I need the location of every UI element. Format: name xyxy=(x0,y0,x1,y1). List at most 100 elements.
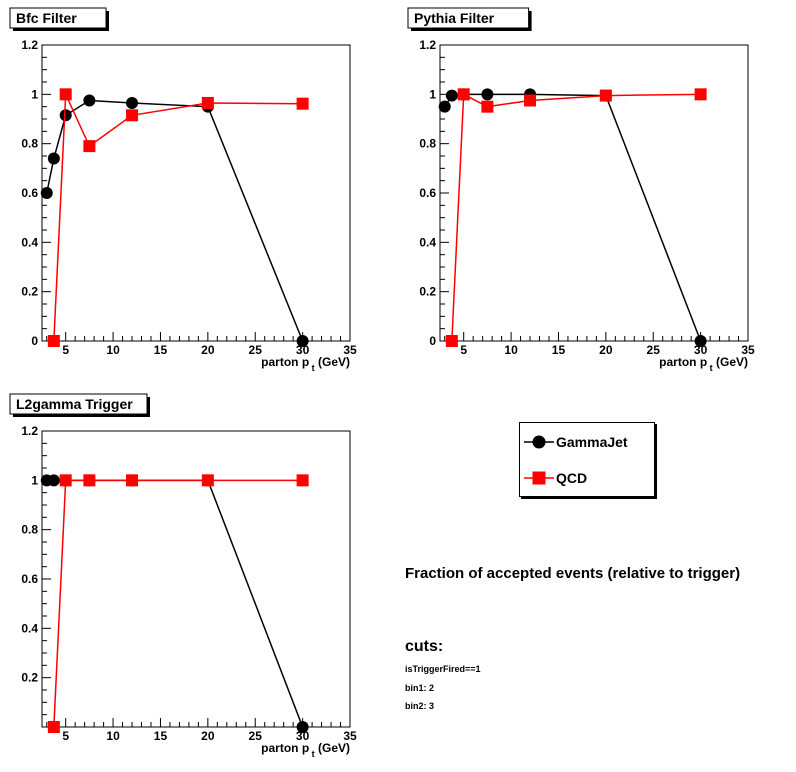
data-point-qcd xyxy=(59,474,72,487)
x-tick-label: 20 xyxy=(599,343,613,357)
data-point-qcd xyxy=(457,88,470,101)
y-tick-label: 1 xyxy=(31,473,38,487)
data-point-gammajet xyxy=(126,96,139,109)
data-point-gammajet xyxy=(694,335,707,347)
y-tick-label: 1.2 xyxy=(21,424,38,438)
y-tick-label: 0 xyxy=(31,334,38,348)
x-axis-title: parton p t (GeV) xyxy=(261,741,350,759)
cut-line: bin2: 3 xyxy=(405,701,435,711)
data-point-qcd xyxy=(694,88,707,101)
data-point-gammajet xyxy=(40,187,53,199)
x-tick-label: 5 xyxy=(62,343,69,357)
x-tick-label: 30 xyxy=(296,729,310,743)
y-tick-label: 0.8 xyxy=(419,137,436,151)
data-point-qcd xyxy=(481,100,494,113)
y-tick-label: 0.2 xyxy=(419,285,436,299)
x-tick-label: 15 xyxy=(154,343,168,357)
y-tick-label: 1.2 xyxy=(419,38,436,52)
data-point-gammajet xyxy=(438,100,451,113)
data-point-qcd xyxy=(201,96,214,109)
y-tick-label: 0.4 xyxy=(21,621,38,635)
data-point-qcd xyxy=(47,721,60,733)
caption: Fraction of accepted events (relative to… xyxy=(405,565,741,582)
chart-title: Bfc Filter xyxy=(16,10,77,26)
x-tick-label: 35 xyxy=(741,343,755,357)
y-tick-label: 0.6 xyxy=(21,186,38,200)
x-tick-label: 20 xyxy=(201,343,215,357)
y-tick-label: 1 xyxy=(429,87,436,101)
x-tick-label: 35 xyxy=(343,343,357,357)
data-point-qcd xyxy=(296,97,309,110)
y-tick-label: 0.2 xyxy=(21,285,38,299)
x-tick-label: 15 xyxy=(552,343,566,357)
x-tick-label: 10 xyxy=(106,729,120,743)
x-axis-title: parton p t (GeV) xyxy=(659,355,748,373)
bfc-filter-chart: Bfc Filter 0 0.2 0.4 0.6 0.8 1 1.2 5 10 15 20 25 30 35… xyxy=(9,7,357,373)
data-point-qcd xyxy=(445,335,458,347)
data-point-gammajet xyxy=(47,474,60,487)
data-point-gammajet xyxy=(296,721,309,733)
data-point-qcd xyxy=(296,474,309,487)
x-tick-label: 30 xyxy=(296,343,310,357)
x-tick-label: 5 xyxy=(62,729,69,743)
title-box xyxy=(9,393,148,415)
data-point-gammajet xyxy=(83,94,96,107)
y-tick-label: 0.8 xyxy=(21,523,38,537)
x-tick-label: 15 xyxy=(154,729,168,743)
series-line-qcd xyxy=(53,479,303,728)
y-tick-label: 0.4 xyxy=(419,235,436,249)
data-point-gammajet xyxy=(481,88,494,101)
y-tick-label: 0.6 xyxy=(21,572,38,586)
y-tick-label: 0.4 xyxy=(21,235,38,249)
cuts-title: cuts: xyxy=(405,638,444,655)
data-point-qcd xyxy=(201,474,214,487)
series-line-gammajet xyxy=(444,93,702,342)
x-tick-label: 10 xyxy=(106,343,120,357)
cut-line: bin1: 2 xyxy=(405,683,435,693)
plot-frame xyxy=(41,44,351,342)
x-tick-label: 5 xyxy=(460,343,467,357)
data-point-qcd xyxy=(83,474,96,487)
data-point-qcd xyxy=(47,335,60,347)
legend-item-gammajet: GammaJet xyxy=(520,431,654,453)
x-tick-label: 30 xyxy=(694,343,708,357)
series-line-qcd xyxy=(451,93,701,342)
chart-title: L2gamma Trigger xyxy=(16,396,133,412)
title-box xyxy=(9,7,107,29)
data-point-gammajet xyxy=(47,152,60,165)
y-tick-label: 0.2 xyxy=(21,671,38,685)
data-point-qcd xyxy=(83,140,96,153)
cut-line: isTriggerFired==1 xyxy=(405,664,481,674)
data-point-gammajet xyxy=(296,335,309,347)
series-line-gammajet xyxy=(46,479,304,728)
x-tick-label: 35 xyxy=(343,729,357,743)
data-point-qcd xyxy=(599,89,612,102)
x-tick-label: 25 xyxy=(647,343,661,357)
y-tick-label: 0 xyxy=(429,334,436,348)
y-tick-label: 1.2 xyxy=(21,38,38,52)
data-point-qcd xyxy=(59,88,72,101)
series-line-qcd xyxy=(53,94,303,342)
y-tick-label: 0.6 xyxy=(419,186,436,200)
y-tick-label: 0.8 xyxy=(21,137,38,151)
data-point-qcd xyxy=(126,474,139,487)
x-tick-label: 25 xyxy=(249,729,263,743)
x-tick-label: 20 xyxy=(201,729,215,743)
data-point-gammajet xyxy=(59,109,72,122)
chart-title: Pythia Filter xyxy=(414,10,495,26)
data-point-qcd xyxy=(524,94,537,107)
x-axis-title: parton p t (GeV) xyxy=(261,355,350,373)
l2gamma-trigger-chart: L2gamma Trigger 0.2 0.4 0.6 0.8 1 1.2 5 10 15 20 25… xyxy=(9,393,357,759)
y-tick-label: 1 xyxy=(31,87,38,101)
legend-label-gammajet: GammaJet xyxy=(556,434,628,450)
legend: GammaJet QCD xyxy=(519,422,655,497)
title-box xyxy=(407,7,530,29)
x-tick-label: 10 xyxy=(504,343,518,357)
legend-item-qcd: QCD xyxy=(520,467,654,489)
x-tick-label: 25 xyxy=(249,343,263,357)
data-point-gammajet xyxy=(445,89,458,102)
square-marker-icon xyxy=(524,471,554,485)
legend-label-qcd: QCD xyxy=(556,470,588,486)
pythia-filter-chart: Pythia Filter 0 0.2 0.4 0.6 0.8 1 1.2 5 10 15 20 25 3… xyxy=(407,7,755,373)
data-point-qcd xyxy=(126,109,139,122)
